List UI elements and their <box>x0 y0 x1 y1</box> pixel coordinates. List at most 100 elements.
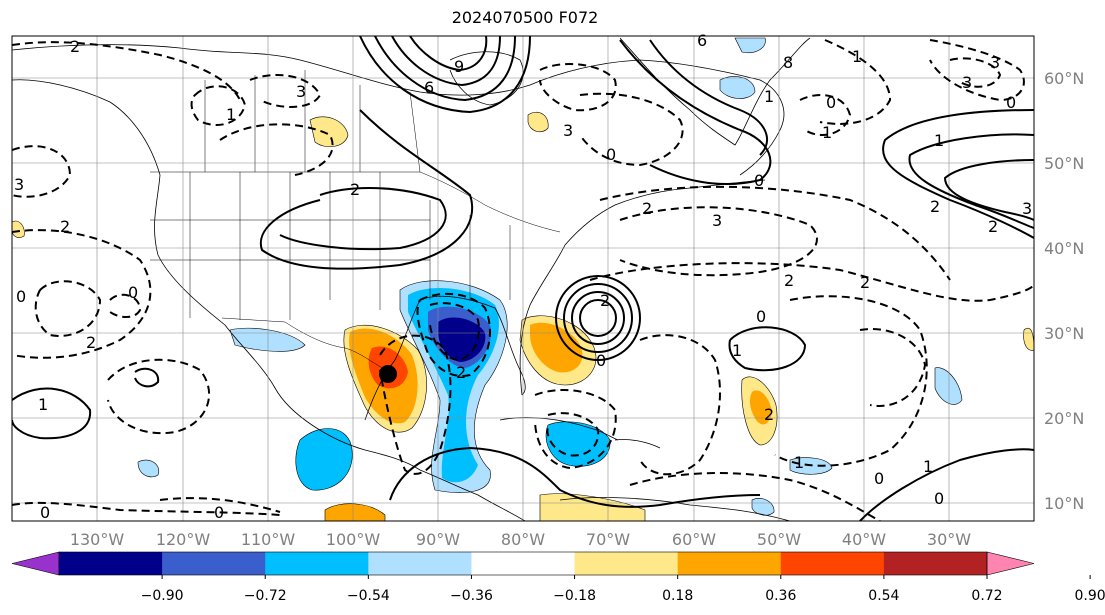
contour-label: 3 <box>1022 199 1032 218</box>
negative-anomaly-atlantic-east <box>934 367 963 405</box>
contour-label: 3 <box>563 121 573 140</box>
solid-contour <box>619 39 772 186</box>
lon-labels: 130°W 120°W 110°W 100°W 90°W 80°W 70°W 6… <box>70 530 971 549</box>
dashed-contour <box>579 92 684 167</box>
contour-label: 3 <box>962 73 972 92</box>
contour-label: 2 <box>930 197 940 216</box>
colorbar-tick-label: 0.18 <box>662 588 693 604</box>
lat-label: 60°N <box>1044 69 1084 88</box>
colorbar-tick-label: 0.90 <box>1075 588 1105 604</box>
colorbar <box>11 551 1035 576</box>
negative-anomaly-pac <box>137 459 160 478</box>
contour-label: 9 <box>454 57 464 76</box>
dashed-contour <box>539 63 617 112</box>
positive-anomaly-west <box>12 220 25 238</box>
colorbar-tick-label: −0.18 <box>553 588 596 604</box>
contour-label: 1 <box>923 457 933 476</box>
solid-contour <box>259 109 474 270</box>
dashed-contour <box>12 41 241 101</box>
lat-label: 30°N <box>1044 324 1084 343</box>
dashed-contour <box>12 501 281 516</box>
us-mexico-border <box>221 317 391 373</box>
state-lines-1 <box>189 172 331 320</box>
contour-label: 0 <box>596 351 606 370</box>
contour-label: 0 <box>934 489 944 508</box>
dashed-contour <box>799 94 852 136</box>
greenland <box>619 37 811 146</box>
contour-label: 0 <box>1006 93 1016 112</box>
lon-label: 50°W <box>757 530 801 549</box>
dashed-contour <box>109 293 142 318</box>
colorbar-tick-label: −0.90 <box>141 588 184 604</box>
lon-label: 90°W <box>416 530 460 549</box>
positive-anomaly-east-edge <box>1023 327 1034 351</box>
positive-anomaly-south <box>324 503 386 521</box>
colorbar-segment <box>59 552 163 575</box>
dashed-contour <box>534 389 617 470</box>
map-frame <box>11 35 1035 522</box>
contour-labels: 2 3 6 9 6 8 3 3 3 0 1 0 1 1 2 0 2 2 2 2 … <box>14 31 1032 522</box>
lon-label: 130°W <box>70 530 125 549</box>
contour-label: 3 <box>990 53 1000 72</box>
colorbar-segment <box>780 552 885 575</box>
contour-label: 8 <box>783 53 793 72</box>
dashed-contour <box>546 412 600 457</box>
contour-label: 0 <box>214 503 224 522</box>
dashed-contour <box>859 328 927 407</box>
colorbar-extend-max <box>986 551 1035 576</box>
solid-contour <box>374 36 516 102</box>
lat-label: 20°N <box>1044 409 1084 428</box>
solid-contour-high <box>563 283 633 353</box>
negative-anomaly-arctic <box>734 37 766 53</box>
contour-label: 6 <box>697 31 707 50</box>
dashed-contour <box>249 74 322 108</box>
colorbar-extend-min <box>11 551 60 576</box>
dashed-contour <box>219 123 334 176</box>
contour-label: 0 <box>16 287 26 306</box>
positive-anomaly-sa-coast <box>539 493 646 521</box>
contour-label: 6 <box>424 78 434 97</box>
lat-label: 50°N <box>1044 154 1084 173</box>
contour-label: 1 <box>794 453 804 472</box>
colorbar-segment <box>574 552 679 575</box>
contour-label: 0 <box>40 503 50 522</box>
contour-label: 1 <box>852 47 862 66</box>
lon-label: 110°W <box>241 530 296 549</box>
colorbar-segment <box>265 552 369 575</box>
colorbar-outline <box>58 551 988 576</box>
dashed-contour <box>107 358 211 435</box>
contour-label: 0 <box>874 469 884 488</box>
province-lines <box>204 70 421 173</box>
dashed-contour <box>949 57 1002 88</box>
dashed-contour <box>429 302 480 362</box>
colorbar-tick-label: 0.36 <box>765 588 796 604</box>
solid-contour <box>279 187 447 251</box>
dashed-contour <box>416 292 491 377</box>
contour-label: 0 <box>754 171 764 190</box>
colorbar-ticks: −0.90 −0.72 −0.54 −0.36 −0.18 0.18 0.36 0.54 0.7… <box>141 575 1105 604</box>
dashed-contour <box>589 262 1034 302</box>
contour-label: 2 <box>60 217 70 236</box>
contour-label: 2 <box>456 363 466 382</box>
positive-anomaly-quebec <box>527 111 549 133</box>
solid-contour <box>649 39 769 156</box>
dashed-contour <box>629 472 881 521</box>
solid-contour <box>908 133 1034 229</box>
hispaniola <box>614 439 661 449</box>
contour-label: 0 <box>606 145 616 164</box>
dashed-contour <box>34 280 102 337</box>
na-west-coast <box>12 79 421 471</box>
dashed-contour <box>774 295 928 467</box>
contour-label: 2 <box>350 180 360 199</box>
contour-label: 2 <box>764 405 774 424</box>
colorbar-segment <box>162 552 266 575</box>
dashed-contour <box>379 334 452 475</box>
negative-anomaly-gulf-core-navy <box>438 317 486 362</box>
solid-contour <box>389 446 761 508</box>
contour-label: 3 <box>712 211 722 230</box>
us-canada-border <box>150 171 561 233</box>
shaded-anomaly-layer <box>12 37 1034 521</box>
lon-label: 60°W <box>672 530 716 549</box>
negative-anomaly-epac <box>295 428 353 491</box>
